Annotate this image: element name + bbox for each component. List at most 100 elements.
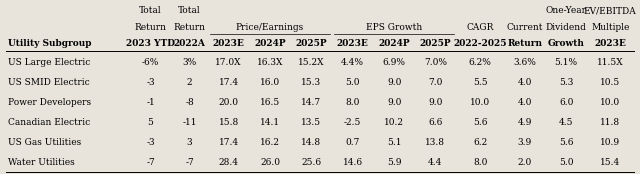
Text: US Gas Utilities: US Gas Utilities (8, 138, 81, 147)
Text: 5.0: 5.0 (346, 78, 360, 87)
Text: Multiple: Multiple (591, 23, 629, 32)
Text: 3.9: 3.9 (518, 138, 532, 147)
Text: 17.4: 17.4 (218, 78, 239, 87)
Text: 17.0X: 17.0X (215, 58, 242, 67)
Text: 2023E: 2023E (337, 39, 369, 48)
Text: 2.0: 2.0 (518, 158, 532, 167)
Text: 4.4%: 4.4% (341, 58, 364, 67)
Text: 6.2: 6.2 (473, 138, 487, 147)
Text: 3.6%: 3.6% (513, 58, 536, 67)
Text: 14.8: 14.8 (301, 138, 321, 147)
Text: 3%: 3% (182, 58, 196, 67)
Text: 9.0: 9.0 (428, 98, 443, 107)
Text: 6.2%: 6.2% (468, 58, 492, 67)
Text: Water Utilities: Water Utilities (8, 158, 75, 167)
Text: 4.0: 4.0 (518, 78, 532, 87)
Text: 2025P: 2025P (420, 39, 451, 48)
Text: Power Developers: Power Developers (8, 98, 92, 107)
Text: 5.1: 5.1 (387, 138, 401, 147)
Text: Return: Return (173, 23, 205, 32)
Text: 15.2X: 15.2X (298, 58, 324, 67)
Text: Total: Total (179, 6, 201, 15)
Text: 13.5: 13.5 (301, 118, 321, 127)
Text: 6.0: 6.0 (559, 98, 573, 107)
Text: 9.0: 9.0 (387, 98, 401, 107)
Text: -7: -7 (185, 158, 194, 167)
Text: 14.6: 14.6 (342, 158, 363, 167)
Text: -3: -3 (146, 78, 155, 87)
Text: 14.1: 14.1 (260, 118, 280, 127)
Text: 5.9: 5.9 (387, 158, 401, 167)
Text: 17.4: 17.4 (218, 138, 239, 147)
Text: -1: -1 (146, 98, 155, 107)
Text: 10.0: 10.0 (600, 98, 620, 107)
Text: 4.4: 4.4 (428, 158, 443, 167)
Text: 0.7: 0.7 (346, 138, 360, 147)
Text: 5.6: 5.6 (559, 138, 573, 147)
Text: 10.5: 10.5 (600, 78, 620, 87)
Text: 15.8: 15.8 (218, 118, 239, 127)
Text: 11.8: 11.8 (600, 118, 620, 127)
Text: 2022-2025: 2022-2025 (453, 39, 507, 48)
Text: EV/EBITDA: EV/EBITDA (584, 6, 637, 15)
Text: EPS Growth: EPS Growth (366, 23, 422, 32)
Text: 10.0: 10.0 (470, 98, 490, 107)
Text: 26.0: 26.0 (260, 158, 280, 167)
Text: 10.9: 10.9 (600, 138, 620, 147)
Text: 8.0: 8.0 (346, 98, 360, 107)
Text: 7.0: 7.0 (428, 78, 443, 87)
Text: Current: Current (507, 23, 543, 32)
Text: 16.2: 16.2 (260, 138, 280, 147)
Text: -2.5: -2.5 (344, 118, 362, 127)
Text: 2025P: 2025P (296, 39, 327, 48)
Text: One-Year: One-Year (546, 6, 587, 15)
Text: Price/Earnings: Price/Earnings (236, 23, 304, 32)
Text: US Large Electric: US Large Electric (8, 58, 91, 67)
Text: 15.3: 15.3 (301, 78, 321, 87)
Text: Total: Total (140, 6, 162, 15)
Text: -3: -3 (146, 138, 155, 147)
Text: Growth: Growth (548, 39, 585, 48)
Text: 16.0: 16.0 (260, 78, 280, 87)
Text: 2: 2 (187, 78, 193, 87)
Text: 13.8: 13.8 (426, 138, 445, 147)
Text: 3: 3 (187, 138, 193, 147)
Text: 5.3: 5.3 (559, 78, 573, 87)
Text: Utility Subgroup: Utility Subgroup (8, 39, 92, 48)
Text: -7: -7 (146, 158, 155, 167)
Text: -11: -11 (182, 118, 197, 127)
Text: 4.0: 4.0 (518, 98, 532, 107)
Text: 5: 5 (148, 118, 154, 127)
Text: 2023 YTD: 2023 YTD (126, 39, 175, 48)
Text: Dividend: Dividend (546, 23, 587, 32)
Text: 2023E: 2023E (595, 39, 626, 48)
Text: 11.5X: 11.5X (597, 58, 623, 67)
Text: US SMID Electric: US SMID Electric (8, 78, 90, 87)
Text: Return: Return (508, 39, 542, 48)
Text: 15.4: 15.4 (600, 158, 620, 167)
Text: 5.6: 5.6 (473, 118, 488, 127)
Text: 14.7: 14.7 (301, 98, 321, 107)
Text: 5.0: 5.0 (559, 158, 573, 167)
Text: 6.6: 6.6 (428, 118, 443, 127)
Text: 10.2: 10.2 (384, 118, 404, 127)
Text: 2022A: 2022A (173, 39, 205, 48)
Text: 9.0: 9.0 (387, 78, 401, 87)
Text: -8: -8 (185, 98, 194, 107)
Text: 2024P: 2024P (254, 39, 286, 48)
Text: CAGR: CAGR (467, 23, 494, 32)
Text: 2023E: 2023E (212, 39, 244, 48)
Text: 28.4: 28.4 (219, 158, 239, 167)
Text: 6.9%: 6.9% (383, 58, 406, 67)
Text: 16.3X: 16.3X (257, 58, 283, 67)
Text: 4.5: 4.5 (559, 118, 573, 127)
Text: 5.5: 5.5 (473, 78, 488, 87)
Text: 20.0: 20.0 (219, 98, 239, 107)
Text: 5.1%: 5.1% (555, 58, 578, 67)
Text: -6%: -6% (142, 58, 159, 67)
Text: 7.0%: 7.0% (424, 58, 447, 67)
Text: 4.9: 4.9 (518, 118, 532, 127)
Text: Canadian Electric: Canadian Electric (8, 118, 91, 127)
Text: 16.5: 16.5 (260, 98, 280, 107)
Text: Return: Return (134, 23, 166, 32)
